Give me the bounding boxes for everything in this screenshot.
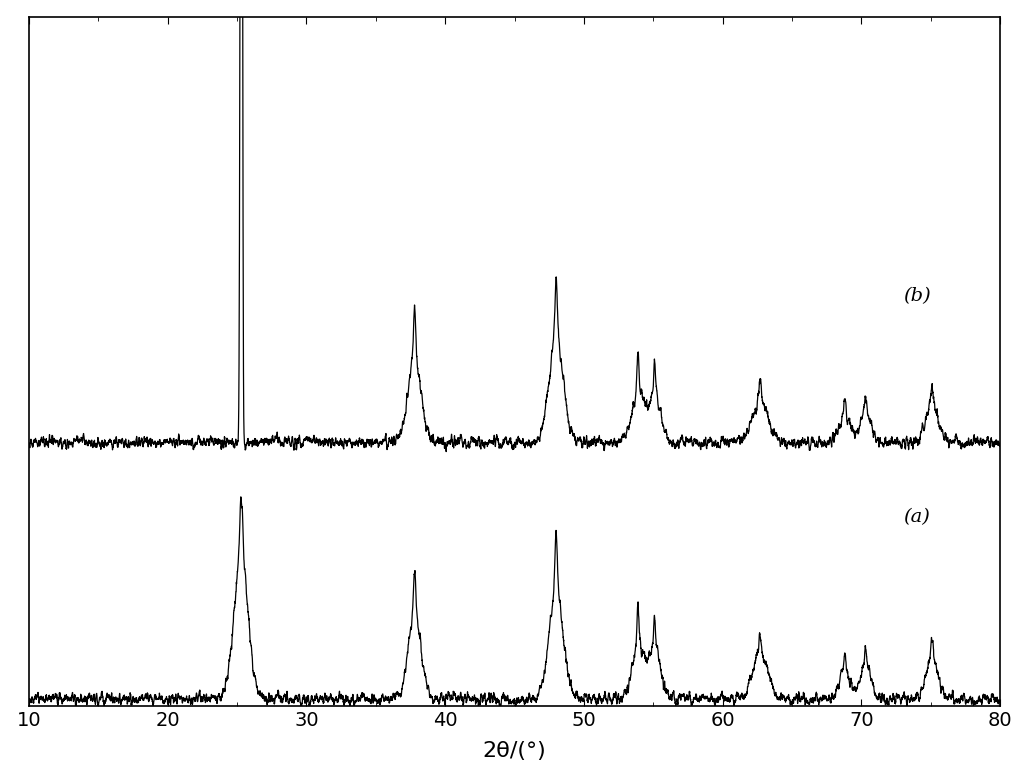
Text: (a): (a) (902, 508, 930, 526)
X-axis label: 2θ/(°): 2θ/(°) (483, 741, 546, 762)
Text: (b): (b) (902, 287, 930, 305)
